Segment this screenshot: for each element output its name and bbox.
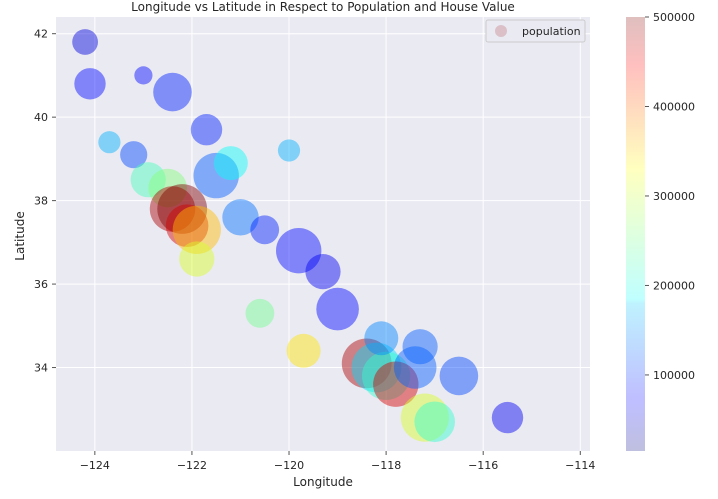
colorbar-tick-label: 300000 (653, 190, 695, 203)
grid (56, 17, 590, 451)
data-point (316, 287, 359, 331)
data-point (250, 215, 280, 245)
plot-area (56, 17, 590, 451)
data-point (402, 329, 438, 365)
colorbar-tick-label: 200000 (653, 279, 695, 292)
y-axis-ticks: 34 36 38 40 42 (34, 28, 56, 375)
data-point (305, 254, 341, 290)
colorbar-tick-label: 100000 (653, 369, 695, 382)
data-point (351, 342, 402, 393)
data-point (222, 199, 259, 236)
legend-label: population (522, 25, 581, 38)
data-point (98, 131, 121, 154)
x-tick-label: −114 (565, 459, 595, 472)
data-point (172, 205, 221, 254)
data-point (213, 146, 248, 181)
y-axis-label: Latitude (13, 211, 27, 260)
data-point (134, 66, 153, 85)
data-point (276, 228, 322, 274)
data-point (149, 186, 196, 232)
y-tick-label: 36 (34, 278, 48, 291)
data-point (341, 338, 392, 389)
data-point (364, 321, 399, 356)
data-point (277, 139, 301, 162)
data-point (439, 356, 479, 396)
colorbar-tick-label: 400000 (653, 100, 695, 113)
legend-frame (485, 19, 586, 43)
y-tick-label: 34 (34, 362, 48, 375)
data-point (373, 361, 419, 407)
data-point (190, 114, 223, 146)
data-point (414, 401, 456, 443)
colorbar-ticks: 100000 200000 300000 400000 500000 (645, 11, 695, 382)
data-point (393, 346, 437, 389)
x-axis-label: Longitude (293, 475, 353, 489)
data-point (120, 141, 148, 169)
x-tick-label: −122 (177, 459, 207, 472)
data-point (130, 162, 166, 198)
y-tick-label: 38 (34, 195, 48, 208)
x-tick-label: −116 (468, 459, 498, 472)
y-tick-label: 40 (34, 111, 48, 124)
data-point (179, 241, 215, 277)
x-tick-label: −118 (371, 459, 401, 472)
data-point (245, 298, 275, 328)
chart-title: Longitude vs Latitude in Respect to Popu… (131, 0, 515, 14)
data-point (400, 393, 449, 442)
x-tick-label: −124 (80, 459, 110, 472)
data-point (491, 401, 524, 434)
data-point (153, 72, 192, 112)
data-point (72, 29, 98, 55)
data-point (165, 204, 209, 247)
legend-marker (495, 25, 507, 37)
colorbar: 100000 200000 300000 400000 500000 (626, 11, 695, 451)
colorbar-gradient (626, 17, 645, 451)
data-point (286, 333, 321, 368)
data-point (148, 168, 187, 208)
data-point (74, 68, 106, 100)
x-tick-label: −120 (274, 459, 304, 472)
data-point (157, 184, 208, 234)
legend: population (485, 19, 586, 43)
x-axis-ticks: −124 −122 −120 −118 −116 −114 (80, 451, 595, 472)
colorbar-tick-label: 500000 (653, 11, 695, 24)
data-point (362, 351, 411, 400)
data-point (193, 152, 239, 199)
y-tick-label: 42 (34, 28, 48, 41)
data-points (72, 29, 524, 443)
